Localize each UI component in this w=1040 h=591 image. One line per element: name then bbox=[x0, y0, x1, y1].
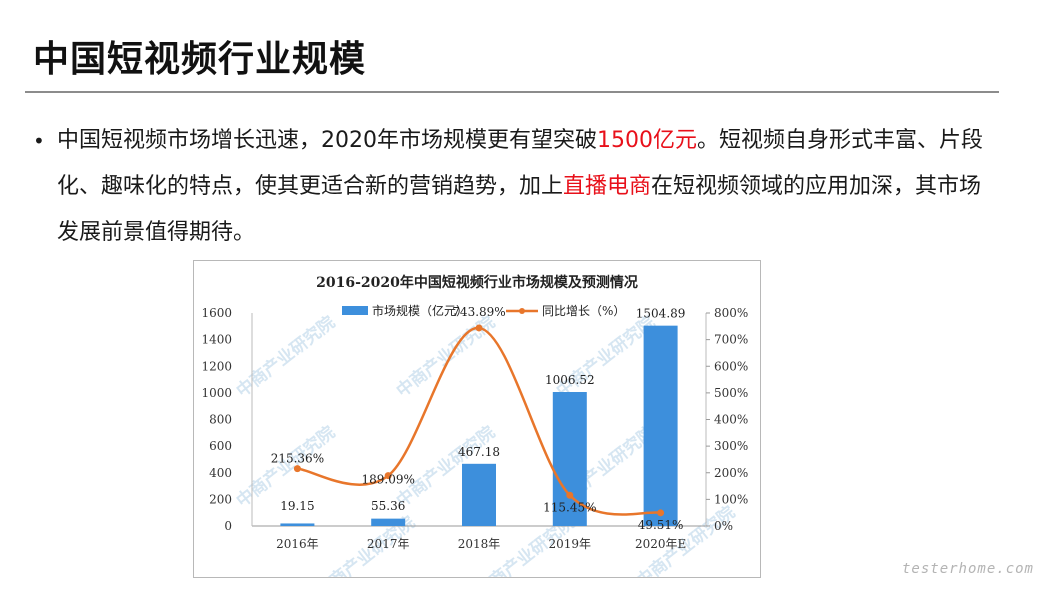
x-tick-label: 2016年 bbox=[276, 537, 319, 551]
y-tick-right: 0% bbox=[714, 519, 733, 533]
y-tick-right: 300% bbox=[714, 439, 748, 453]
y-tick-left: 800 bbox=[209, 413, 232, 427]
legend-line-label: 同比增长（%） bbox=[542, 304, 625, 318]
y-tick-left: 1200 bbox=[201, 359, 232, 373]
y-tick-left: 400 bbox=[209, 466, 232, 480]
x-tick-label: 2017年 bbox=[367, 537, 410, 551]
y-tick-right: 800% bbox=[714, 306, 748, 320]
y-tick-right: 200% bbox=[714, 466, 748, 480]
x-tick-label: 2020年E bbox=[635, 537, 686, 551]
growth-point-2017年 bbox=[384, 472, 392, 480]
data-labels: 19.15 55.36 467.18 1006.52 1504.89 215.36% 189… bbox=[271, 305, 686, 532]
slide-title: 中国短视频行业规模 bbox=[33, 39, 367, 80]
growth-value-label: 115.45% bbox=[543, 500, 596, 514]
bullet-text: 中国短视频市场增长迅速，2020年市场规模更有望突破1500亿元。短视频自身形式… bbox=[57, 118, 987, 256]
y-tick-right: 600% bbox=[714, 359, 748, 373]
bar-value-label: 19.15 bbox=[280, 499, 314, 513]
y-tick-left: 1000 bbox=[201, 386, 232, 400]
legend-bar-label: 市场规模（亿元） bbox=[372, 303, 468, 318]
y-tick-left: 600 bbox=[209, 439, 232, 453]
chart-watermark-text: 中商产业研究院 bbox=[552, 312, 659, 402]
bullet-dot: • bbox=[33, 129, 45, 153]
y-tick-right: 500% bbox=[714, 386, 748, 400]
growth-value-label: 215.36% bbox=[271, 452, 324, 466]
chart-legend: 市场规模（亿元） 同比增长（%） bbox=[342, 303, 625, 318]
y-tick-right: 700% bbox=[714, 333, 748, 347]
bullet-text-part3: 在短视频领域的应用加深，其市场发展前景值得期待。 bbox=[57, 174, 982, 245]
y-tick-right: 100% bbox=[714, 492, 748, 506]
bar-2017年 bbox=[371, 518, 406, 526]
chart-title: 2016-2020年中国短视频行业市场规模及预测情况 bbox=[316, 274, 638, 291]
bar-2020年E bbox=[643, 325, 678, 526]
bar-series bbox=[280, 325, 678, 526]
bar-value-label: 467.18 bbox=[458, 445, 500, 459]
legend-line-marker bbox=[519, 308, 525, 314]
x-tick-label: 2018年 bbox=[458, 537, 501, 551]
bar-value-label: 1504.89 bbox=[636, 307, 686, 321]
growth-point-2016年 bbox=[293, 465, 301, 473]
y-tick-right: 400% bbox=[714, 413, 748, 427]
chart-axes: 0 200 400 600 800 1000 1200 1400 1600 0% 100% 200% 3… bbox=[201, 306, 748, 551]
growth-value-label: 189.09% bbox=[362, 473, 415, 487]
chart-frame: 中商产业研究院 中商产业研究院 中商产业研究院 中商产业研究院 中商产业研究院 中商产业研… bbox=[193, 260, 761, 591]
y-tick-left: 200 bbox=[209, 492, 232, 506]
y-tick-left: 1600 bbox=[201, 306, 232, 320]
chart-watermark-text: 中商产业研究院 bbox=[392, 312, 499, 402]
growth-point-2020年E bbox=[657, 509, 665, 517]
highlight-live-ecommerce: 直播电商 bbox=[563, 174, 652, 199]
growth-point-2018年 bbox=[475, 324, 483, 332]
growth-value-label: 49.51% bbox=[638, 518, 684, 532]
bar-2018年 bbox=[462, 463, 496, 526]
x-tick-label: 2019年 bbox=[549, 537, 592, 551]
bullet-text-part1: 中国短视频市场增长迅速，2020年市场规模更有望突破 bbox=[57, 128, 597, 153]
bullet-text-part2: 。短视频自身形式丰富、片段化、趣味化的特点，使其更适合新的营销趋势，加上 bbox=[57, 128, 984, 199]
y-tick-left: 1400 bbox=[201, 333, 232, 347]
y-tick-left: 0 bbox=[224, 519, 232, 533]
bar-value-label: 1006.52 bbox=[545, 373, 595, 387]
growth-value-label: 743.89% bbox=[452, 305, 505, 319]
legend-bar-swatch bbox=[342, 306, 368, 315]
bar-value-label: 55.36 bbox=[371, 499, 405, 513]
highlight-1500: 1500亿元 bbox=[597, 128, 697, 153]
site-watermark: testerhome.com bbox=[901, 561, 1034, 577]
title-divider bbox=[25, 91, 999, 93]
line-series bbox=[293, 324, 665, 517]
growth-point-2019年 bbox=[566, 491, 574, 499]
bar-2016年 bbox=[280, 523, 315, 526]
chart-watermark-text: 中商产业研究院 bbox=[232, 312, 339, 402]
